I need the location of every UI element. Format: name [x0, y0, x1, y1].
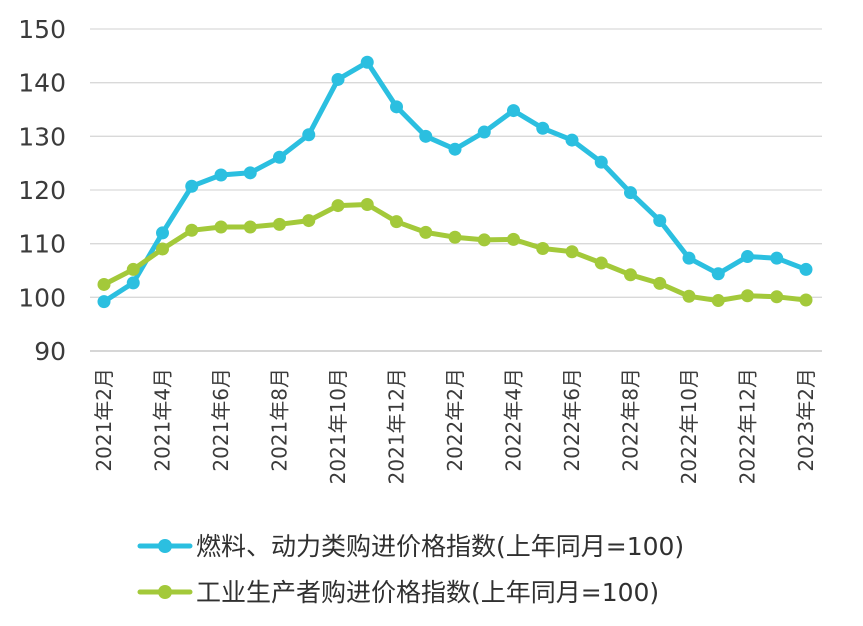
data-point	[243, 220, 257, 234]
x-tick-label: 2021年4月	[151, 368, 175, 472]
y-axis-tick-labels: 90 100 110 120 130 140 150	[18, 15, 66, 366]
data-point	[799, 293, 813, 307]
y-tick-label: 110	[18, 230, 66, 259]
data-point	[185, 179, 199, 193]
data-point	[711, 294, 725, 308]
data-point	[741, 289, 754, 303]
data-point	[624, 186, 637, 200]
data-point	[565, 245, 579, 259]
data-point	[682, 251, 696, 265]
x-tick-label: 2021年8月	[268, 368, 292, 472]
series-1	[97, 55, 813, 309]
x-tick-label: 2022年12月	[736, 368, 760, 484]
data-point	[302, 214, 316, 228]
x-tick-label: 2022年8月	[619, 368, 643, 472]
y-tick-label: 140	[18, 69, 66, 98]
data-point	[390, 100, 403, 114]
data-point	[126, 262, 140, 276]
data-point	[419, 129, 433, 143]
data-point	[360, 197, 374, 211]
x-tick-label: 2021年10月	[326, 368, 350, 484]
data-point	[185, 223, 199, 237]
data-point	[624, 268, 637, 282]
data-point	[770, 290, 784, 304]
y-tick-label: 150	[18, 15, 66, 44]
data-point	[331, 72, 345, 86]
x-tick-label: 2022年10月	[677, 368, 701, 484]
data-point	[156, 242, 169, 256]
data-point	[711, 267, 725, 281]
data-point	[741, 250, 754, 264]
data-point	[126, 276, 140, 290]
x-tick-label: 2022年2月	[443, 368, 467, 472]
series-lines	[97, 55, 813, 309]
y-tick-label: 130	[18, 122, 66, 151]
series-line-1	[101, 59, 809, 305]
x-axis-tick-labels: 2021年2月 2021年4月 2021年6月 2021年8月 2021年10月 2021…	[92, 368, 818, 484]
data-point	[273, 217, 286, 231]
data-point	[448, 230, 462, 244]
data-point	[97, 295, 111, 309]
series-line-2	[101, 202, 809, 304]
series-2	[97, 197, 813, 308]
y-tick-label: 90	[34, 337, 66, 366]
x-tick-label: 2022年6月	[560, 368, 584, 472]
data-point	[477, 125, 491, 139]
data-point	[97, 277, 111, 291]
data-point	[682, 289, 696, 303]
data-point	[507, 232, 520, 246]
x-tick-label: 2021年12月	[385, 368, 409, 484]
data-point	[536, 241, 550, 255]
data-point	[331, 199, 345, 213]
data-point	[536, 121, 550, 135]
legend-item-2: 工业生产者购进价格指数(上年同月=100)	[137, 578, 659, 607]
data-point	[243, 166, 257, 180]
data-point	[419, 225, 433, 239]
data-point	[214, 220, 228, 234]
data-point	[302, 128, 316, 142]
x-tick-label: 2021年2月	[92, 368, 116, 472]
data-point	[565, 133, 579, 147]
y-tick-label: 100	[18, 283, 66, 312]
data-point	[360, 55, 374, 69]
legend-item-1: 燃料、动力类购进价格指数(上年同月=100)	[137, 532, 684, 561]
x-tick-label: 2022年4月	[502, 368, 526, 472]
data-point	[273, 150, 286, 164]
data-point	[448, 142, 462, 156]
data-point	[770, 251, 784, 265]
data-point	[214, 168, 228, 182]
legend-marker-swatch	[158, 585, 172, 599]
data-point	[653, 276, 667, 290]
legend-marker-swatch	[158, 539, 172, 553]
data-point	[156, 226, 169, 240]
data-point	[477, 233, 491, 247]
data-point	[799, 262, 813, 276]
data-point	[594, 256, 608, 270]
data-point	[594, 155, 608, 169]
y-tick-label: 120	[18, 176, 66, 205]
data-point	[390, 215, 403, 229]
x-tick-label: 2021年6月	[209, 368, 233, 472]
gridlines	[90, 28, 822, 352]
data-point	[507, 104, 520, 118]
data-point	[653, 214, 667, 228]
legend-label: 工业生产者购进价格指数(上年同月=100)	[196, 578, 659, 607]
x-tick-label: 2023年2月	[794, 368, 818, 472]
legend-label: 燃料、动力类购进价格指数(上年同月=100)	[196, 532, 684, 561]
legend: 燃料、动力类购进价格指数(上年同月=100) 工业生产者购进价格指数(上年同月=1…	[137, 532, 684, 607]
